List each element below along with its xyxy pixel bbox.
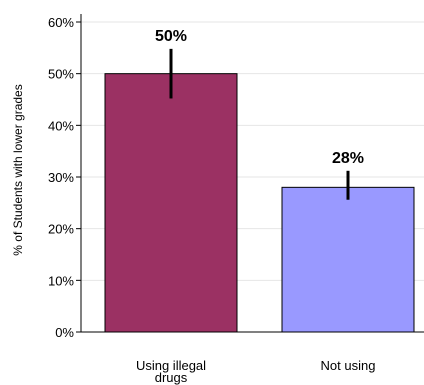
y-tick-label: 50% [48,67,74,82]
y-tick-labels: 0% 10% 20% 30% 40% 50% 60% [48,15,81,340]
bar [104,73,238,333]
y-tick-label: 0% [55,325,74,340]
data-label: 50% [155,28,187,45]
y-tick-label: 40% [48,118,74,133]
data-label: 28% [332,150,364,167]
y-tick-label: 20% [48,222,74,237]
axes [80,14,424,333]
bars: 50% Using illegal drugs 28% Not using [104,28,415,385]
y-tick-label: 10% [48,273,74,288]
bar [281,186,415,333]
y-tick-label: 60% [48,15,74,30]
x-category-label: Not using [321,358,376,373]
x-category-label-line: Using illegal [136,358,206,373]
y-tick-label: 30% [48,170,74,185]
x-category-label-line: Not using [321,358,376,373]
x-category-label-line: drugs [155,370,188,385]
x-category-label: Using illegal drugs [136,358,206,385]
y-axis-label: % of Students with lower grades [11,84,25,255]
